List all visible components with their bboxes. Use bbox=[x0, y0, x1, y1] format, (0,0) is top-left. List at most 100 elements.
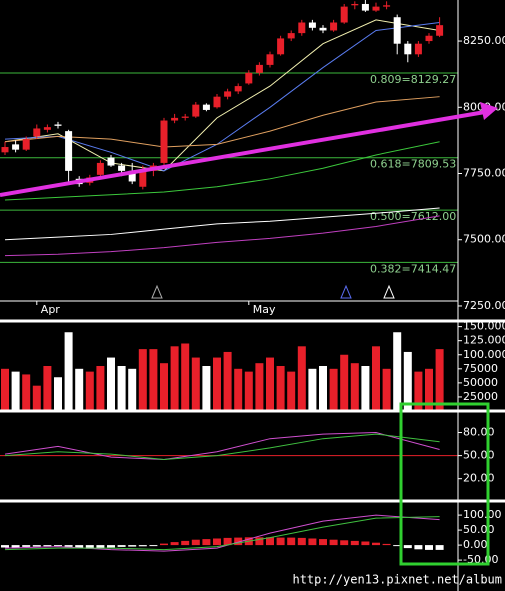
fib-label: 0.500=7612.00 bbox=[370, 210, 456, 223]
histogram-bar bbox=[287, 537, 296, 546]
moving-average bbox=[4, 207, 440, 241]
candle-body bbox=[160, 120, 168, 163]
candle-body bbox=[107, 157, 115, 166]
volume-bar bbox=[425, 368, 433, 411]
histogram-bar bbox=[160, 543, 168, 546]
volume-bar bbox=[160, 363, 168, 411]
histogram-bar bbox=[11, 545, 20, 549]
y-tick-label: 7500.00 bbox=[463, 233, 505, 246]
candle-body bbox=[425, 35, 433, 42]
histogram-bar bbox=[191, 539, 200, 546]
volume-bar bbox=[393, 332, 402, 411]
histogram-bar bbox=[22, 545, 31, 547]
y-tick-label: 100.000 bbox=[463, 348, 505, 361]
candle-body bbox=[224, 91, 232, 97]
histogram-bar bbox=[414, 545, 423, 550]
volume-bar bbox=[1, 368, 9, 411]
volume-bar bbox=[54, 377, 62, 411]
candle-body bbox=[1, 147, 9, 153]
candle-body bbox=[287, 33, 295, 39]
histogram-bar bbox=[223, 537, 232, 546]
histogram-bar bbox=[435, 545, 444, 550]
candle-body bbox=[266, 54, 274, 65]
moving-average bbox=[4, 96, 440, 148]
volume-bar bbox=[138, 349, 147, 411]
volume-bar bbox=[202, 366, 211, 411]
y-tick-label: 50.00 bbox=[463, 449, 495, 462]
highlight-box bbox=[399, 402, 490, 566]
candle-body bbox=[245, 72, 253, 84]
volume-bar bbox=[43, 366, 52, 411]
volume-bar bbox=[75, 368, 84, 411]
y-tick-label: 50000 bbox=[463, 376, 498, 389]
volume-bar bbox=[414, 371, 423, 411]
volume-bar bbox=[11, 371, 20, 411]
volume-bar bbox=[22, 374, 31, 411]
volume-bar bbox=[128, 368, 137, 411]
volume-bar bbox=[107, 357, 115, 411]
moving-average bbox=[4, 19, 440, 172]
candle-body bbox=[361, 3, 369, 11]
volume-bar bbox=[149, 349, 158, 411]
histogram-bar bbox=[308, 538, 317, 546]
signal-marker bbox=[383, 284, 395, 299]
volume-bar bbox=[213, 357, 221, 411]
histogram-bar bbox=[266, 537, 274, 546]
y-tick-label: 75000 bbox=[463, 362, 498, 375]
histogram-bar bbox=[96, 545, 105, 549]
y-tick-label: 7250.00 bbox=[463, 299, 505, 312]
histogram-bar bbox=[297, 537, 306, 546]
candle-body bbox=[340, 6, 348, 23]
histogram-bar bbox=[170, 542, 179, 546]
watermark: http://yen13.pixnet.net/album bbox=[292, 573, 502, 587]
arrow-head bbox=[480, 102, 498, 120]
volume-bar bbox=[223, 351, 232, 411]
candle-body bbox=[139, 170, 147, 187]
candle-body bbox=[319, 27, 327, 31]
moving-average bbox=[4, 141, 440, 201]
y-tick-label: 150.000 bbox=[463, 320, 505, 333]
fib-label: 0.809=8129.27 bbox=[370, 73, 456, 86]
y-tick-label: 80.00 bbox=[463, 426, 495, 439]
histogram-bar bbox=[75, 545, 84, 549]
candle-body bbox=[414, 43, 422, 55]
candle-body bbox=[393, 17, 401, 44]
signal-marker bbox=[151, 284, 163, 299]
histogram-bar bbox=[213, 538, 221, 546]
candle-body bbox=[43, 127, 51, 130]
histogram-bar bbox=[85, 545, 94, 549]
candle-body bbox=[65, 131, 73, 171]
volume-bar bbox=[403, 351, 412, 411]
histogram-bar bbox=[393, 545, 402, 547]
y-tick-label: 100.00 bbox=[463, 508, 502, 521]
y-tick-label: 0.00 bbox=[463, 538, 488, 551]
volume-bar bbox=[329, 368, 338, 411]
signal-marker bbox=[340, 284, 352, 299]
indicator-line bbox=[4, 432, 440, 460]
histogram-bar bbox=[425, 545, 433, 550]
candle-body bbox=[118, 165, 126, 171]
histogram-bar bbox=[117, 545, 126, 547]
candle-body bbox=[202, 104, 210, 110]
histogram-bar bbox=[64, 545, 73, 547]
candle-body bbox=[255, 64, 263, 73]
volume-bar bbox=[117, 366, 126, 411]
candle-body bbox=[404, 43, 412, 55]
histogram-bar bbox=[43, 545, 52, 547]
trend-arrow bbox=[0, 110, 486, 197]
volume-bar bbox=[234, 368, 243, 411]
histogram-bar bbox=[138, 545, 147, 547]
candle-body bbox=[436, 25, 444, 36]
candle-body bbox=[128, 170, 136, 182]
candle-body bbox=[33, 128, 41, 137]
volume-bar bbox=[319, 366, 327, 411]
x-tick-label: Apr bbox=[41, 303, 61, 316]
volume-bar bbox=[276, 366, 285, 411]
histogram-bar bbox=[54, 545, 62, 547]
histogram-bar bbox=[128, 545, 137, 547]
volume-bar bbox=[372, 346, 380, 411]
volume-bar bbox=[340, 354, 349, 411]
candle-body bbox=[372, 6, 380, 11]
candle-body bbox=[330, 22, 338, 31]
indicator-line bbox=[4, 516, 440, 551]
